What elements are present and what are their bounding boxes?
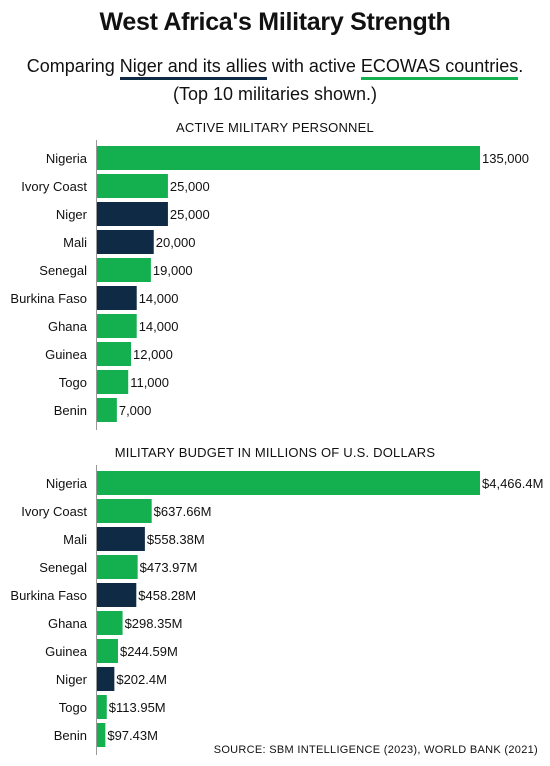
subtitle-allies-legend: Niger and its allies [119, 56, 267, 80]
personnel-bar [97, 146, 480, 170]
budget-value-label: $97.43M [107, 728, 158, 743]
budget-row-ivory-coast: Ivory Coast $637.66M [21, 499, 212, 523]
personnel-bar [97, 230, 154, 254]
chart-main-title: West Africa's Military Strength [99, 8, 451, 36]
personnel-row-mali: Mali 20,000 [63, 230, 196, 254]
budget-row-mali: Mali $558.38M [63, 527, 205, 551]
budget-bar [97, 695, 107, 719]
personnel-category-label: Ghana [48, 319, 88, 334]
personnel-value-label: 20,000 [156, 235, 196, 250]
budget-value-label: $637.66M [154, 504, 212, 519]
subtitle-prefix: Comparing [26, 56, 120, 76]
budget-bar [97, 555, 138, 579]
budget-row-ghana: Ghana $298.35M [48, 611, 182, 635]
personnel-category-label: Niger [56, 207, 88, 222]
personnel-category-label: Nigeria [46, 151, 88, 166]
personnel-bar [97, 342, 132, 366]
budget-chart-title: MILITARY BUDGET IN MILLIONS OF U.S. DOLL… [114, 445, 436, 460]
budget-category-label: Burkina Faso [10, 588, 87, 603]
budget-value-label: $244.59M [120, 644, 178, 659]
personnel-category-label: Mali [63, 235, 87, 250]
budget-row-benin: Benin $97.43M [54, 723, 158, 747]
personnel-category-label: Senegal [39, 263, 87, 278]
budget-row-nigeria: Nigeria $4,466.4M [46, 471, 543, 495]
personnel-bar [97, 370, 129, 394]
budget-category-label: Guinea [45, 644, 88, 659]
budget-category-label: Ghana [48, 616, 88, 631]
budget-value-label: $558.38M [147, 532, 205, 547]
personnel-value-label: 135,000 [482, 151, 529, 166]
budget-bar [97, 639, 118, 663]
personnel-value-label: 11,000 [130, 375, 169, 390]
personnel-row-burkina-faso: Burkina Faso 14,000 [10, 286, 178, 310]
budget-row-senegal: Senegal $473.97M [39, 555, 197, 579]
personnel-category-label: Benin [54, 403, 87, 418]
budget-value-label: $4,466.4M [482, 476, 543, 491]
personnel-bar [97, 286, 137, 310]
chart-subtitle-note: (Top 10 militaries shown.) [172, 84, 378, 104]
personnel-bar-chart: Nigeria 135,000 Ivory Coast 25,000 Niger 25,0… [10, 140, 529, 430]
personnel-value-label: 25,000 [170, 207, 210, 222]
budget-bar [97, 499, 152, 523]
personnel-row-togo: Togo 11,000 [59, 370, 169, 394]
personnel-bar [97, 174, 168, 198]
personnel-chart-title: ACTIVE MILITARY PERSONNEL [176, 120, 374, 135]
budget-bar [97, 527, 145, 551]
budget-bar-chart: Nigeria $4,466.4M Ivory Coast $637.66M Mali $… [10, 465, 543, 755]
chart-subtitle: Comparing Niger and its allies with acti… [0, 55, 550, 80]
budget-bar [97, 471, 480, 495]
personnel-row-ghana: Ghana 14,000 [48, 314, 179, 338]
budget-category-label: Mali [63, 532, 87, 547]
budget-value-label: $202.4M [116, 672, 167, 687]
budget-category-label: Togo [59, 700, 87, 715]
subtitle-ecowas-legend: ECOWAS countries [360, 56, 519, 80]
budget-value-label: $298.35M [125, 616, 183, 631]
budget-category-label: Benin [54, 728, 87, 743]
budget-bar [97, 723, 106, 747]
subtitle-suffix: . [518, 56, 524, 76]
budget-category-label: Niger [56, 672, 88, 687]
budget-value-label: $473.97M [140, 560, 198, 575]
subtitle-middle: with active [266, 56, 361, 76]
budget-category-label: Ivory Coast [21, 504, 87, 519]
budget-bar [97, 667, 115, 691]
budget-category-label: Nigeria [46, 476, 88, 491]
personnel-row-guinea: Guinea 12,000 [45, 342, 173, 366]
personnel-bar [97, 202, 168, 226]
personnel-row-niger: Niger 25,000 [56, 202, 210, 226]
budget-value-label: $458.28M [138, 588, 196, 603]
personnel-category-label: Burkina Faso [10, 291, 87, 306]
personnel-category-label: Togo [59, 375, 87, 390]
budget-row-niger: Niger $202.4M [56, 667, 167, 691]
personnel-bar [97, 258, 151, 282]
personnel-value-label: 25,000 [170, 179, 210, 194]
personnel-row-ivory-coast: Ivory Coast 25,000 [21, 174, 210, 198]
personnel-value-label: 7,000 [119, 403, 152, 418]
personnel-row-senegal: Senegal 19,000 [39, 258, 193, 282]
personnel-category-label: Guinea [45, 347, 88, 362]
personnel-value-label: 12,000 [133, 347, 173, 362]
budget-row-togo: Togo $113.95M [59, 695, 166, 719]
personnel-row-benin: Benin 7,000 [54, 398, 152, 422]
budget-bar [97, 583, 137, 607]
budget-row-burkina-faso: Burkina Faso $458.28M [10, 583, 196, 607]
personnel-bar [97, 314, 137, 338]
budget-value-label: $113.95M [109, 700, 166, 715]
personnel-row-nigeria: Nigeria 135,000 [46, 146, 529, 170]
budget-category-label: Senegal [39, 560, 87, 575]
budget-row-guinea: Guinea $244.59M [45, 639, 178, 663]
budget-bar [97, 611, 123, 635]
personnel-value-label: 19,000 [153, 263, 193, 278]
personnel-value-label: 14,000 [139, 319, 179, 334]
personnel-bar [97, 398, 117, 422]
personnel-value-label: 14,000 [139, 291, 179, 306]
personnel-category-label: Ivory Coast [21, 179, 87, 194]
source-note: SOURCE: SBM INTELLIGENCE (2023), WORLD B… [213, 744, 538, 756]
